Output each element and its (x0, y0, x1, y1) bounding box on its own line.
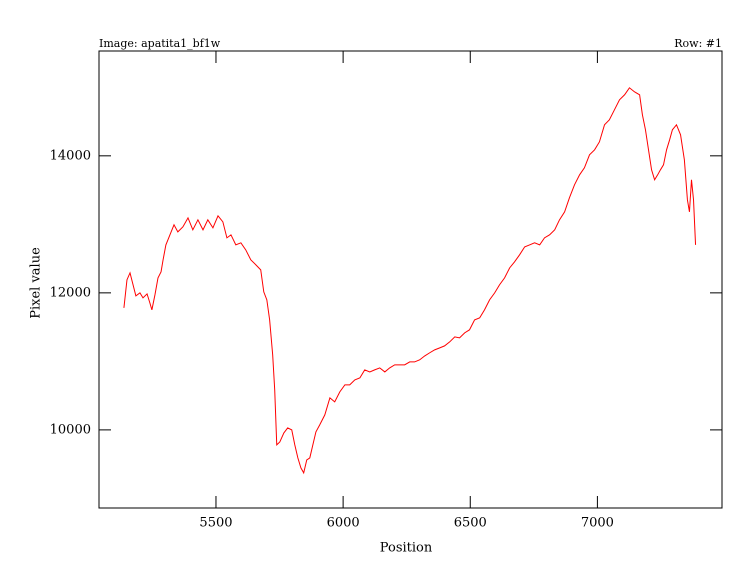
y-tick-label: 12000 (50, 285, 91, 300)
y-tick-label: 10000 (50, 422, 91, 437)
x-tick-label: 6000 (327, 516, 360, 531)
x-axis-label: Position (380, 541, 433, 556)
plot-frame (98, 50, 723, 509)
data-line (123, 87, 697, 475)
x-tick-label: 6500 (454, 516, 487, 531)
chart-title: Image: apatita1_bf1w (99, 37, 221, 50)
x-tick-label: 5500 (199, 516, 232, 531)
y-axis-label: Pixel value (29, 247, 44, 319)
x-tick-label: 7000 (581, 516, 614, 531)
y-tick-label: 14000 (50, 148, 91, 163)
chart-subtitle: Row: #1 (674, 37, 722, 50)
